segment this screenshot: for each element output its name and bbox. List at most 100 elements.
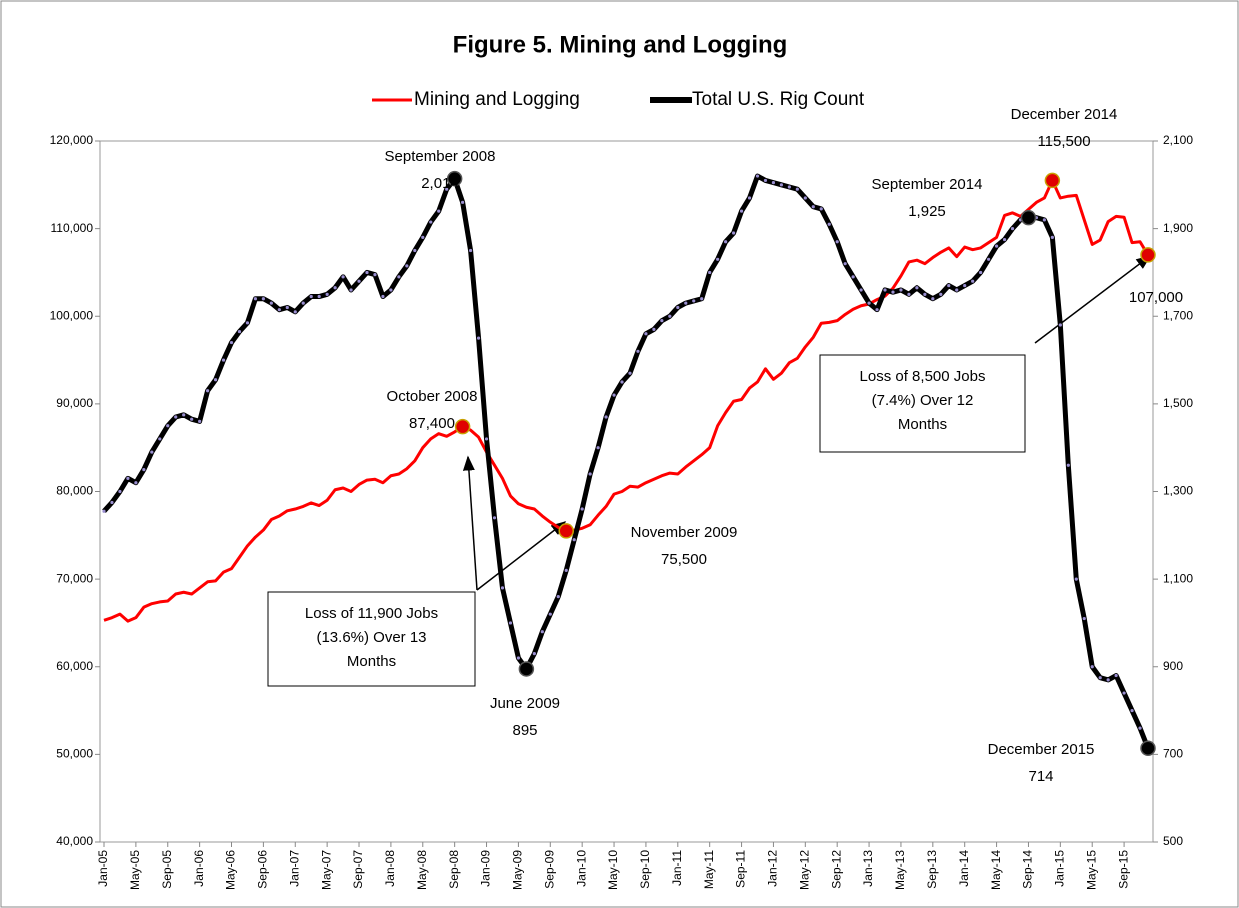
point	[724, 240, 728, 244]
point	[1010, 227, 1015, 231]
annotation: September 2008	[385, 148, 496, 165]
point	[731, 231, 736, 235]
y-tick-label: 80,000	[56, 484, 93, 498]
point	[1122, 691, 1126, 695]
x-tick-label: Jan-11	[670, 850, 684, 886]
point	[1058, 323, 1062, 327]
y2-tick-label: 1,100	[1163, 571, 1193, 585]
y-tick-label: 100,000	[50, 308, 94, 322]
x-tick-label: May-12	[797, 850, 811, 890]
y2-tick-label: 2,100	[1163, 133, 1193, 147]
point	[309, 294, 313, 299]
x-tick-label: May-05	[128, 850, 142, 890]
point	[628, 371, 632, 375]
point	[580, 507, 584, 511]
x-tick-label: May-15	[1084, 850, 1098, 890]
point	[931, 297, 935, 301]
x-tick-label: Sep-06	[256, 850, 270, 889]
y-tick-label: 110,000	[51, 221, 94, 235]
point	[716, 257, 720, 261]
annotation: 107,000	[1129, 289, 1183, 306]
point	[1130, 708, 1134, 713]
point	[102, 509, 106, 513]
point	[237, 329, 242, 334]
point	[747, 196, 752, 200]
point	[668, 314, 672, 318]
x-tick-label: May-13	[893, 850, 907, 890]
point	[333, 286, 337, 290]
x-tick-label: Jan-06	[192, 850, 206, 887]
x-tick-label: May-08	[415, 850, 429, 890]
legend-label: Mining and Logging	[414, 89, 580, 110]
point	[676, 305, 680, 310]
y2-tick-label: 700	[1163, 747, 1183, 761]
y-tick-label: 120,000	[50, 133, 94, 147]
point	[134, 481, 138, 485]
point	[564, 568, 568, 572]
point	[827, 222, 831, 226]
x-tick-label: Sep-05	[160, 850, 174, 889]
annotation-box-text: (7.4%) Over 12	[872, 392, 974, 409]
series-line	[102, 173, 1151, 750]
point	[166, 424, 170, 428]
highlight-point	[1140, 740, 1156, 756]
point	[206, 389, 210, 393]
y-tick-label: 90,000	[56, 396, 93, 410]
point	[700, 297, 704, 301]
point	[1050, 235, 1054, 239]
x-tick-label: Jan-09	[479, 850, 493, 887]
x-tick-label: Sep-10	[638, 850, 652, 889]
point	[468, 248, 473, 253]
point	[644, 332, 648, 336]
point	[684, 301, 688, 305]
point	[971, 279, 975, 283]
point	[755, 174, 760, 178]
point	[548, 612, 552, 616]
point	[907, 292, 911, 296]
point	[763, 178, 768, 183]
point	[588, 472, 592, 476]
point	[269, 301, 273, 305]
chart-title: Figure 5. Mining and Logging	[453, 31, 788, 58]
y2-tick-label: 1,500	[1163, 396, 1193, 410]
point	[516, 656, 521, 660]
point	[373, 273, 377, 277]
annotation: December 2014	[1011, 106, 1118, 123]
y-tick-label: 70,000	[56, 571, 93, 585]
x-tick-label: Jan-12	[766, 850, 780, 887]
arrow	[462, 455, 478, 591]
point	[540, 630, 544, 634]
point	[174, 415, 178, 419]
point	[708, 270, 712, 275]
point	[867, 301, 871, 305]
point	[803, 196, 807, 200]
point	[1082, 616, 1086, 621]
point	[317, 294, 321, 299]
highlight-point	[518, 661, 535, 677]
point	[221, 358, 226, 362]
point	[213, 378, 218, 382]
point	[508, 621, 513, 625]
point	[795, 187, 799, 191]
point	[843, 262, 847, 266]
point	[787, 185, 791, 189]
point	[365, 270, 369, 275]
point	[1042, 218, 1046, 222]
x-tick-label: Sep-08	[447, 850, 461, 889]
point	[349, 288, 353, 292]
point	[277, 308, 281, 312]
point	[891, 290, 895, 294]
annotation-box-text: (13.6%) Over 13	[316, 629, 426, 646]
point	[987, 257, 991, 261]
point	[1098, 676, 1102, 680]
point	[1090, 665, 1094, 669]
point	[190, 417, 194, 421]
point	[142, 467, 146, 472]
annotation-box	[819, 354, 1026, 453]
y2-tick-label: 1,300	[1163, 484, 1193, 498]
x-tick-label: May-11	[702, 850, 716, 889]
point	[461, 200, 465, 204]
arrow	[1034, 255, 1152, 344]
point	[118, 489, 122, 494]
